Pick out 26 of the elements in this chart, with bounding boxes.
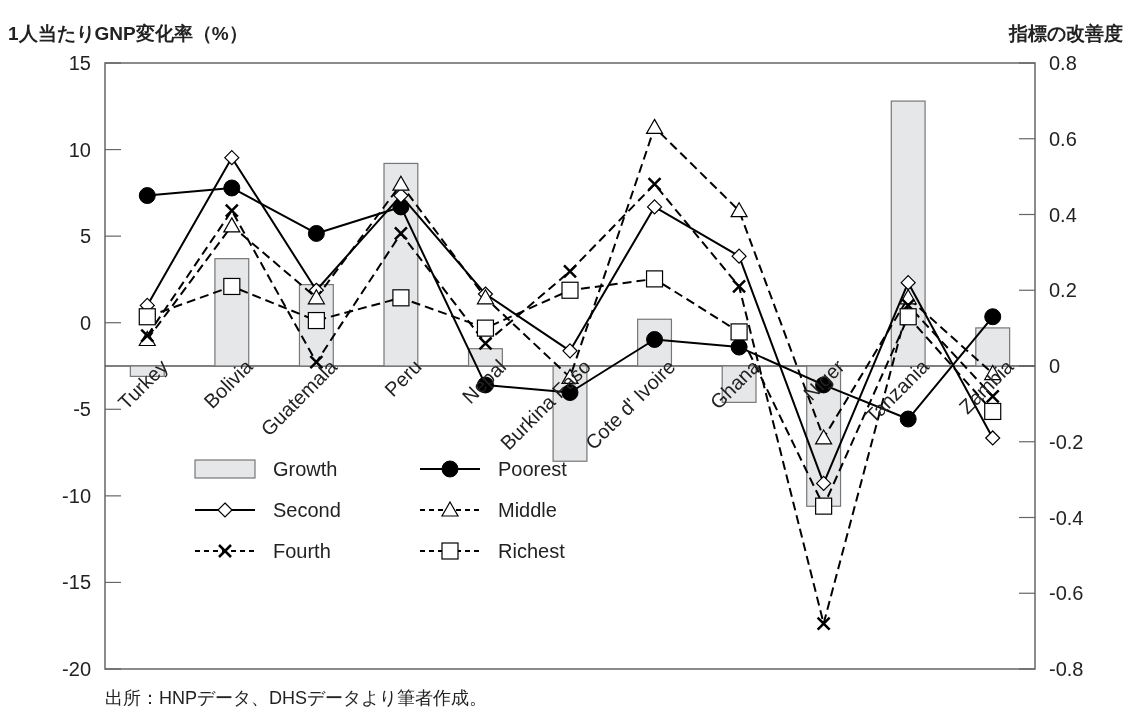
y2-tick-label: 0.2 xyxy=(1049,279,1077,302)
y-tick-label: 10 xyxy=(68,138,91,161)
y2-tick-label: 0.4 xyxy=(1049,203,1077,226)
y-tick-label: -15 xyxy=(62,571,91,594)
y-tick-label: -5 xyxy=(73,398,91,421)
y2-axis-title: 指標の改善度 xyxy=(1008,23,1123,44)
legend-label: Middle xyxy=(498,499,557,521)
y-tick-label: 5 xyxy=(79,225,91,248)
y2-tick-label: -0.8 xyxy=(1049,658,1084,680)
legend-label: Growth xyxy=(273,458,338,480)
y2-tick-label: -0.6 xyxy=(1049,582,1084,605)
y-tick-label: -20 xyxy=(62,658,91,680)
legend-label: Poorest xyxy=(498,458,568,480)
y-tick-label: 0 xyxy=(79,311,91,334)
y2-tick-label: 0.6 xyxy=(1049,127,1077,150)
y-axis-title: 1人当たりGNP変化率（%） xyxy=(8,23,248,44)
legend-label: Richest xyxy=(498,540,566,562)
y2-tick-label: 0 xyxy=(1049,355,1061,377)
legend-label: Second xyxy=(273,499,341,521)
legend-label: Fourth xyxy=(273,540,331,562)
y2-tick-label: -0.2 xyxy=(1049,430,1084,453)
y2-tick-label: -0.4 xyxy=(1049,506,1084,529)
text: 出所：HNPデータ、DHSデータより筆者作成。 xyxy=(105,688,488,708)
y2-tick-label: 0.8 xyxy=(1049,52,1077,74)
y-tick-label: 15 xyxy=(68,52,91,74)
y-tick-label: -10 xyxy=(62,484,91,507)
